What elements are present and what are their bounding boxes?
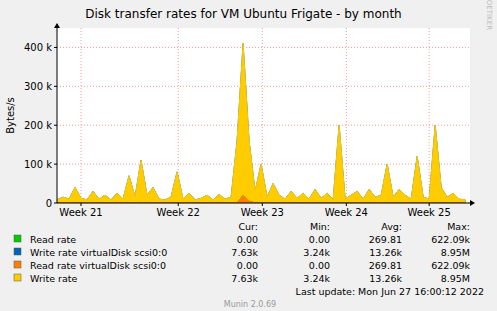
- y-tick-label: 100 k: [24, 159, 52, 170]
- legend-stat: 269.81: [369, 234, 402, 245]
- x-axis: [57, 203, 470, 204]
- x-tick-label: Week 22: [157, 207, 200, 218]
- stats-header: Max:: [447, 221, 470, 232]
- legend-swatch: [14, 274, 21, 281]
- x-tick-label: Week 21: [59, 207, 102, 218]
- legend-stat: 7.63k: [231, 247, 258, 258]
- y-axis: [57, 28, 58, 203]
- title: Disk transfer rates for VM Ubuntu Frigat…: [85, 7, 401, 21]
- x-grid: [429, 28, 430, 203]
- legend-stat: 622.09k: [431, 234, 470, 245]
- x-grid: [346, 28, 347, 203]
- y-grid: [57, 86, 470, 87]
- watermark: RRDTOOL / TOBI OETIKER: [485, 0, 493, 30]
- y-tick-label: 0: [46, 198, 52, 209]
- x-axis-arrow: [470, 200, 475, 206]
- legend-label: Write rate virtualDisk scsi0:0: [30, 247, 167, 258]
- series-group: [57, 44, 465, 203]
- legend-stat: 7.63k: [231, 273, 258, 284]
- y-grid: [57, 47, 470, 48]
- legend-stat: 0.00: [237, 260, 258, 271]
- stats-header: Avg:: [381, 221, 402, 232]
- y-tick-label: 400 k: [24, 42, 52, 53]
- legend-label: Read rate virtualDisk scsi0:0: [30, 260, 166, 271]
- y-label: Bytes/s: [5, 97, 16, 134]
- legend-label: Write rate: [30, 273, 78, 284]
- stats-header: Min:: [310, 221, 330, 232]
- legend-stat: 13.26k: [369, 247, 402, 258]
- x-tick-label: Week 23: [241, 207, 284, 218]
- legend-stat: 3.24k: [303, 273, 330, 284]
- stats-header: Cur:: [238, 221, 258, 232]
- footer: Munin 2.0.69: [224, 300, 276, 309]
- x-grid: [81, 28, 82, 203]
- legend-swatch: [14, 261, 21, 268]
- legend-label: Read rate: [30, 234, 76, 245]
- legend-stat: 0.00: [309, 234, 330, 245]
- last-update: Last update: Mon Jun 27 16:00:12 2022: [296, 286, 484, 297]
- legend-swatch: [14, 248, 21, 255]
- background: [0, 0, 497, 311]
- legend-stat: 8.95M: [441, 247, 470, 258]
- y-grid: [57, 164, 470, 165]
- y-axis-arrow: [54, 23, 60, 28]
- y-grid: [57, 203, 470, 204]
- legend-stat: 8.95M: [441, 273, 470, 284]
- legend-stat: 3.24k: [303, 247, 330, 258]
- series-area: [57, 195, 465, 203]
- series-area: [57, 44, 465, 203]
- legend-stat: 622.09k: [431, 260, 470, 271]
- x-tick-label: Week 25: [408, 207, 451, 218]
- legend-stat: 0.00: [309, 260, 330, 271]
- legend-stat: 0.00: [237, 234, 258, 245]
- y-tick-label: 200 k: [24, 120, 52, 131]
- series-area: [57, 195, 465, 203]
- y-grid: [57, 125, 470, 126]
- legend-stat: 13.26k: [369, 273, 402, 284]
- chart: Disk transfer rates for VM Ubuntu Frigat…: [0, 0, 497, 311]
- plot-area: [57, 28, 470, 203]
- x-tick-label: Week 24: [325, 207, 368, 218]
- legend-swatch: [14, 235, 21, 242]
- series-area: [57, 44, 465, 203]
- y-tick-label: 300 k: [24, 81, 52, 92]
- legend-stat: 269.81: [369, 260, 402, 271]
